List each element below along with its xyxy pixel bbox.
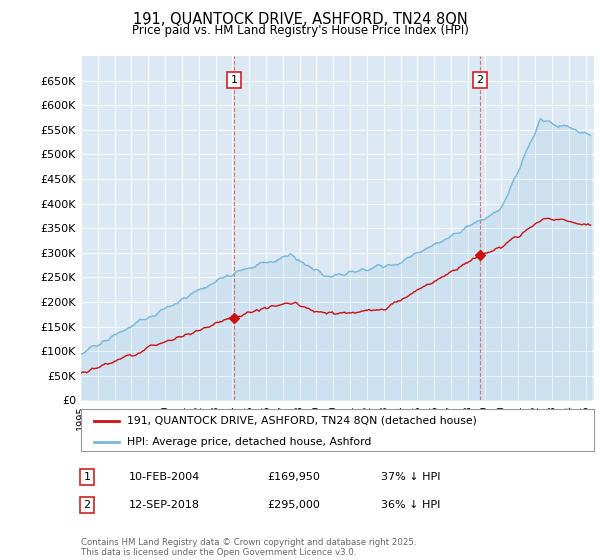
Text: 191, QUANTOCK DRIVE, ASHFORD, TN24 8QN: 191, QUANTOCK DRIVE, ASHFORD, TN24 8QN — [133, 12, 467, 27]
Text: Price paid vs. HM Land Registry's House Price Index (HPI): Price paid vs. HM Land Registry's House … — [131, 24, 469, 36]
Text: £295,000: £295,000 — [267, 500, 320, 510]
Text: £169,950: £169,950 — [267, 472, 320, 482]
Text: 191, QUANTOCK DRIVE, ASHFORD, TN24 8QN (detached house): 191, QUANTOCK DRIVE, ASHFORD, TN24 8QN (… — [127, 416, 477, 426]
Text: 2: 2 — [83, 500, 91, 510]
Text: Contains HM Land Registry data © Crown copyright and database right 2025.
This d: Contains HM Land Registry data © Crown c… — [81, 538, 416, 557]
Text: 1: 1 — [83, 472, 91, 482]
Text: 37% ↓ HPI: 37% ↓ HPI — [381, 472, 440, 482]
Text: 2: 2 — [476, 75, 483, 85]
Text: 12-SEP-2018: 12-SEP-2018 — [129, 500, 200, 510]
Text: HPI: Average price, detached house, Ashford: HPI: Average price, detached house, Ashf… — [127, 437, 371, 446]
Text: 36% ↓ HPI: 36% ↓ HPI — [381, 500, 440, 510]
Text: 10-FEB-2004: 10-FEB-2004 — [129, 472, 200, 482]
Text: 1: 1 — [230, 75, 238, 85]
